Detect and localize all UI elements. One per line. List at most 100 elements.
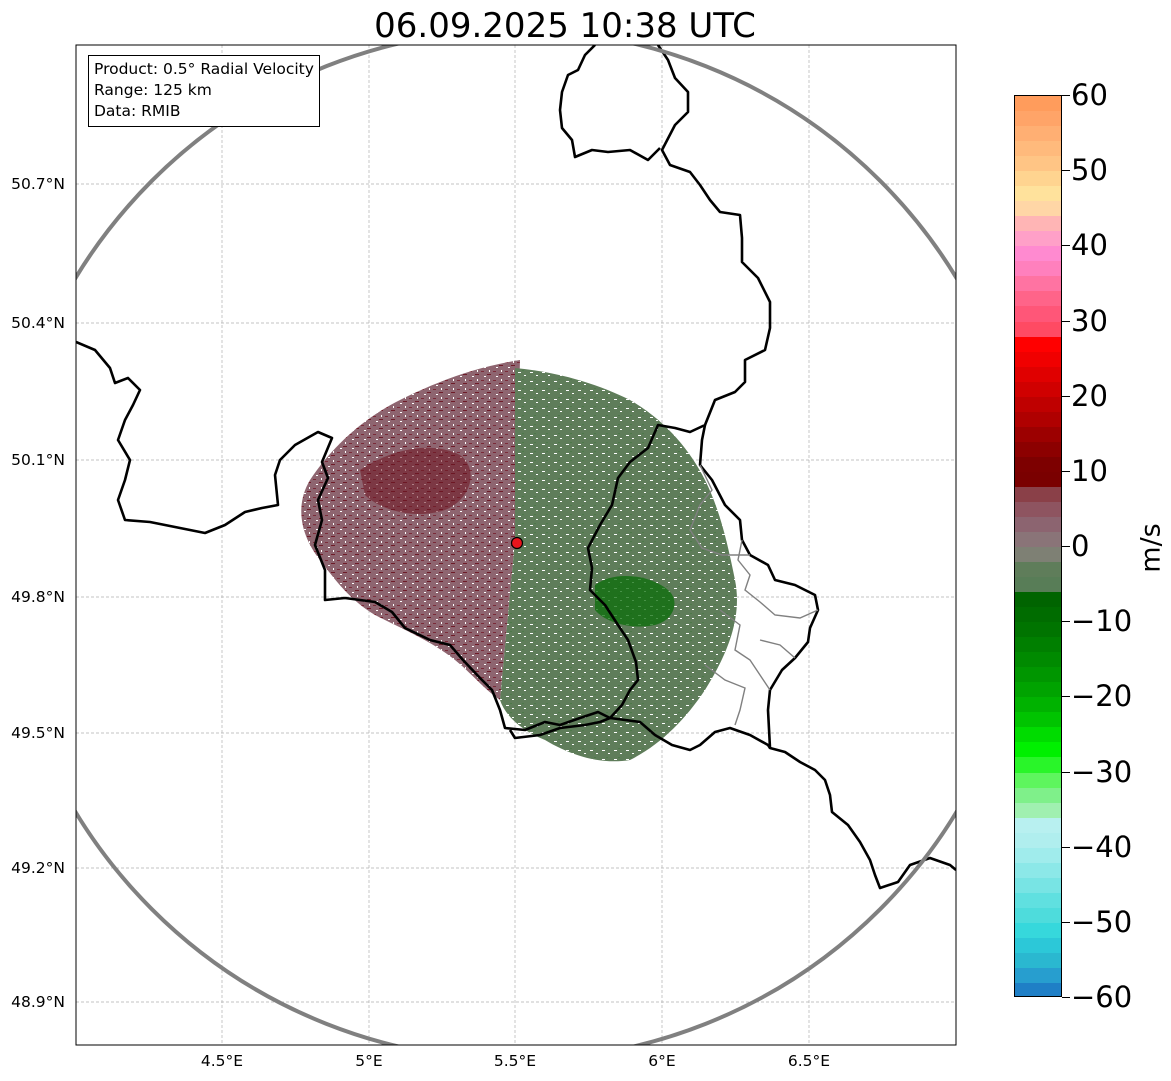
colorbar-segment bbox=[1015, 456, 1061, 473]
colorbar-segment bbox=[1015, 96, 1061, 112]
colorbar-segment bbox=[1015, 967, 1061, 984]
colorbar-segment bbox=[1015, 201, 1061, 217]
colorbar-segment bbox=[1015, 667, 1061, 683]
colorbar-tick-label: 0 bbox=[1071, 529, 1090, 563]
colorbar-segment bbox=[1015, 261, 1061, 277]
lon-label-4.5: 4.5°E bbox=[200, 1052, 244, 1070]
colorbar-segment bbox=[1015, 186, 1061, 202]
colorbar-tick-mark bbox=[1062, 546, 1070, 547]
colorbar-unit: m/s bbox=[1135, 523, 1167, 573]
lon-label-5: 5°E bbox=[355, 1052, 383, 1070]
colorbar-segment bbox=[1015, 922, 1061, 939]
colorbar-tick-mark bbox=[1062, 921, 1070, 923]
lat-label-49.8: 49.8°N bbox=[11, 588, 65, 606]
colorbar-segment bbox=[1015, 351, 1061, 368]
colorbar-tick-label: −20 bbox=[1071, 679, 1133, 714]
colorbar-tick-label: 60 bbox=[1071, 78, 1108, 112]
info-data-source: Data: RMIB bbox=[94, 102, 181, 120]
colorbar-segment bbox=[1015, 126, 1061, 142]
colorbar-segment bbox=[1015, 396, 1061, 413]
colorbar-tick-label: −10 bbox=[1071, 604, 1133, 639]
colorbar-segment bbox=[1015, 637, 1061, 653]
colorbar-segment bbox=[1015, 231, 1061, 247]
colorbar-segment bbox=[1015, 276, 1061, 293]
radar-site-marker bbox=[510, 536, 524, 550]
lat-label-49.2: 49.2°N bbox=[11, 859, 65, 877]
colorbar-tick-mark bbox=[1062, 621, 1070, 623]
colorbar-segment bbox=[1015, 366, 1061, 383]
colorbar-tick-mark bbox=[1062, 997, 1070, 998]
colorbar-tick-label: 30 bbox=[1071, 303, 1108, 338]
colorbar-tick-mark bbox=[1062, 95, 1070, 96]
colorbar-tick-mark bbox=[1062, 470, 1070, 472]
map-frame bbox=[75, 44, 957, 1046]
colorbar-segment bbox=[1015, 381, 1061, 398]
colorbar-segment bbox=[1015, 952, 1061, 969]
colorbar-segment bbox=[1015, 321, 1061, 338]
colorbar-segment bbox=[1015, 171, 1061, 187]
colorbar-segment bbox=[1015, 516, 1061, 533]
colorbar-segment bbox=[1015, 937, 1061, 954]
colorbar-segment bbox=[1015, 892, 1061, 909]
colorbar-segment bbox=[1015, 907, 1061, 924]
colorbar-segment bbox=[1015, 982, 1061, 996]
colorbar-segment bbox=[1015, 742, 1061, 759]
colorbar-segment bbox=[1015, 652, 1061, 668]
colorbar-segment bbox=[1015, 426, 1061, 443]
colorbar-segment bbox=[1015, 156, 1061, 172]
colorbar-segment bbox=[1015, 441, 1061, 458]
lat-label-50.4: 50.4°N bbox=[11, 314, 65, 332]
colorbar-segment bbox=[1015, 411, 1061, 428]
velocity-colorbar bbox=[1014, 95, 1062, 997]
colorbar-tick-mark bbox=[1062, 771, 1070, 773]
colorbar-segment bbox=[1015, 697, 1061, 713]
colorbar-segment bbox=[1015, 712, 1061, 728]
colorbar-segment bbox=[1015, 877, 1061, 894]
plot-title: 06.09.2025 10:38 UTC bbox=[374, 6, 756, 46]
colorbar-segment bbox=[1015, 306, 1061, 323]
colorbar-tick-label: 40 bbox=[1071, 228, 1108, 263]
inbound-velocity-area bbox=[500, 368, 737, 762]
colorbar-segment bbox=[1015, 562, 1061, 578]
velocity-echo-field bbox=[301, 360, 737, 762]
info-range: Range: 125 km bbox=[94, 81, 212, 99]
info-box: Product: 0.5° Radial Velocity Range: 125… bbox=[88, 55, 320, 127]
lat-label-50.7: 50.7°N bbox=[11, 175, 65, 193]
colorbar-tick-label: 50 bbox=[1071, 153, 1108, 188]
colorbar-tick-label: −30 bbox=[1071, 754, 1133, 789]
internal-borders bbox=[689, 464, 819, 726]
colorbar-segment bbox=[1015, 682, 1061, 698]
colorbar-tick-mark bbox=[1062, 170, 1070, 172]
lon-label-6.5: 6.5°E bbox=[787, 1052, 831, 1070]
colorbar-segment bbox=[1015, 216, 1061, 232]
colorbar-segment bbox=[1015, 727, 1061, 744]
colorbar-segment bbox=[1015, 486, 1061, 503]
colorbar-tick-label: 10 bbox=[1071, 453, 1108, 488]
colorbar-segment bbox=[1015, 291, 1061, 308]
colorbar-segment bbox=[1015, 772, 1061, 789]
colorbar-segment bbox=[1015, 577, 1061, 593]
colorbar-tick-mark bbox=[1062, 846, 1070, 848]
colorbar-tick-mark bbox=[1062, 395, 1070, 397]
colorbar-segment bbox=[1015, 111, 1061, 127]
colorbar-segment bbox=[1015, 862, 1061, 879]
colorbar-segment bbox=[1015, 471, 1061, 488]
colorbar-segment bbox=[1015, 817, 1061, 834]
lat-label-49.5: 49.5°N bbox=[11, 724, 65, 742]
colorbar-tick-label: −60 bbox=[1071, 980, 1133, 1014]
colorbar-tick-label: −40 bbox=[1071, 829, 1133, 864]
colorbar-segment bbox=[1015, 787, 1061, 804]
colorbar-segment bbox=[1015, 501, 1061, 518]
lat-label-50.1: 50.1°N bbox=[11, 451, 65, 469]
colorbar-segment bbox=[1015, 832, 1061, 849]
colorbar-segment bbox=[1015, 547, 1061, 563]
strong-inbound-core bbox=[595, 575, 675, 627]
strong-outbound-streaks bbox=[360, 447, 471, 515]
info-product: Product: 0.5° Radial Velocity bbox=[94, 60, 314, 78]
colorbar-segment bbox=[1015, 757, 1061, 774]
colorbar-segment bbox=[1015, 847, 1061, 864]
colorbar-tick-mark bbox=[1062, 696, 1070, 698]
colorbar-segment bbox=[1015, 246, 1061, 262]
colorbar-segment bbox=[1015, 802, 1061, 819]
